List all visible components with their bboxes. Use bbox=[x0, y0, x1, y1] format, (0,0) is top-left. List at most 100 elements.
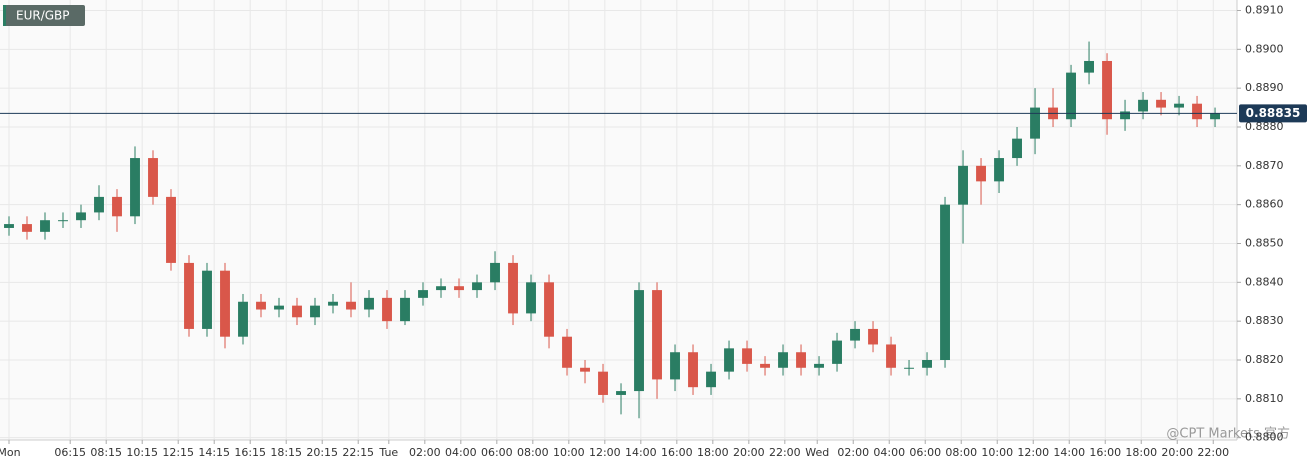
candle-body bbox=[724, 348, 734, 372]
candle-body bbox=[202, 270, 212, 329]
x-tick-label: 16:15 bbox=[234, 446, 266, 459]
candle-body bbox=[22, 224, 32, 232]
candle-body bbox=[580, 367, 590, 372]
x-tick-label: 18:15 bbox=[270, 446, 302, 459]
title-badge bbox=[3, 5, 85, 26]
y-tick-label: 0.8890 bbox=[1245, 81, 1284, 94]
candle-body bbox=[1156, 99, 1166, 108]
candle-body bbox=[976, 165, 986, 182]
candle-body bbox=[562, 336, 572, 368]
candle-body bbox=[4, 224, 14, 228]
candle-body bbox=[526, 282, 536, 314]
x-tick-label: 12:00 bbox=[1017, 446, 1049, 459]
x-tick-label: 20:15 bbox=[306, 446, 338, 459]
y-tick-label: 0.8840 bbox=[1245, 275, 1284, 288]
candle-body bbox=[922, 360, 932, 368]
x-tick-label: 22:15 bbox=[342, 446, 374, 459]
candle-body bbox=[58, 220, 68, 222]
candle-body bbox=[220, 270, 230, 337]
candle-body bbox=[184, 262, 194, 329]
candle-body bbox=[778, 352, 788, 368]
candle-body bbox=[400, 297, 410, 322]
candle-body bbox=[544, 282, 554, 337]
candle-body bbox=[94, 196, 104, 213]
x-tick-label: 02:00 bbox=[837, 446, 869, 459]
candle-body bbox=[1012, 138, 1022, 159]
candle-body bbox=[418, 290, 428, 298]
candle-body bbox=[760, 363, 770, 368]
y-tick-label: 0.8910 bbox=[1245, 3, 1284, 16]
x-tick-label: 18:00 bbox=[697, 446, 729, 459]
last-price-badge bbox=[1239, 104, 1307, 123]
candle-body bbox=[598, 371, 608, 395]
candle-body bbox=[346, 301, 356, 310]
x-tick-label: 14:00 bbox=[1053, 446, 1085, 459]
x-tick-label: 08:00 bbox=[945, 446, 977, 459]
x-tick-label: Tue bbox=[378, 446, 398, 459]
x-tick-label: 22:00 bbox=[769, 446, 801, 459]
candle-body bbox=[364, 297, 374, 310]
candle-body bbox=[148, 158, 158, 197]
title-accent bbox=[3, 5, 6, 26]
candle-body bbox=[490, 262, 500, 283]
candle-body bbox=[310, 305, 320, 318]
candle-body bbox=[328, 301, 338, 306]
candle-body bbox=[454, 286, 464, 291]
candle-body bbox=[76, 212, 86, 221]
x-tick-label: 22:00 bbox=[1197, 446, 1229, 459]
candle-body bbox=[1210, 113, 1220, 120]
x-tick-label: 20:00 bbox=[733, 446, 765, 459]
candle-body bbox=[1102, 60, 1112, 120]
x-tick-label: 14:15 bbox=[198, 446, 230, 459]
candle-body bbox=[1174, 103, 1184, 108]
candle-body bbox=[652, 290, 662, 380]
candle-body bbox=[634, 290, 644, 392]
candle-body bbox=[472, 282, 482, 291]
candle-body bbox=[1066, 72, 1076, 120]
x-tick-label: 10:00 bbox=[553, 446, 585, 459]
candle-body bbox=[940, 204, 950, 360]
watermark: @CPT Markets 官方 bbox=[1166, 426, 1290, 442]
x-tick-label: 04:00 bbox=[445, 446, 477, 459]
y-tick-label: 0.8880 bbox=[1245, 120, 1284, 133]
x-tick-label: 10:15 bbox=[126, 446, 158, 459]
x-tick-label: Wed bbox=[805, 446, 829, 459]
candle-body bbox=[436, 286, 446, 291]
x-tick-label: 12:00 bbox=[589, 446, 621, 459]
x-tick-label: 06:00 bbox=[909, 446, 941, 459]
x-tick-label: 10:00 bbox=[981, 446, 1013, 459]
x-tick-label: 04:00 bbox=[873, 446, 905, 459]
candle-body bbox=[130, 158, 140, 217]
plot-area bbox=[0, 0, 1237, 440]
x-tick-label: 06:15 bbox=[54, 446, 86, 459]
chart-title: EUR/GBP bbox=[16, 9, 70, 23]
x-tick-label: 08:15 bbox=[90, 446, 122, 459]
candle-body bbox=[274, 305, 284, 310]
candle-body bbox=[886, 344, 896, 368]
x-tick-label: 02:00 bbox=[409, 446, 441, 459]
x-tick-label: 06:00 bbox=[481, 446, 513, 459]
candle-body bbox=[508, 262, 518, 314]
candle-body bbox=[1084, 60, 1094, 73]
candle-body bbox=[256, 301, 266, 310]
x-tick-label: 16:00 bbox=[1089, 446, 1121, 459]
candle-body bbox=[616, 391, 626, 395]
candle-body bbox=[1120, 111, 1130, 120]
y-tick-label: 0.8850 bbox=[1245, 236, 1284, 249]
y-tick-label: 0.8830 bbox=[1245, 314, 1284, 327]
x-tick-label: 16:00 bbox=[661, 446, 693, 459]
x-tick-label: 14:00 bbox=[625, 446, 657, 459]
y-tick-label: 0.8800 bbox=[1245, 431, 1284, 444]
x-tick-label: 12:15 bbox=[162, 446, 194, 459]
candle-body bbox=[112, 196, 122, 217]
x-tick-label: Mon bbox=[0, 446, 21, 459]
candle-body bbox=[706, 371, 716, 388]
x-tick-label: 08:00 bbox=[517, 446, 549, 459]
candle-body bbox=[994, 158, 1004, 182]
y-tick-label: 0.8900 bbox=[1245, 42, 1284, 55]
candle-body bbox=[742, 348, 752, 364]
x-tick-label: 18:00 bbox=[1125, 446, 1157, 459]
candle-body bbox=[832, 340, 842, 364]
y-tick-label: 0.8810 bbox=[1245, 392, 1284, 405]
